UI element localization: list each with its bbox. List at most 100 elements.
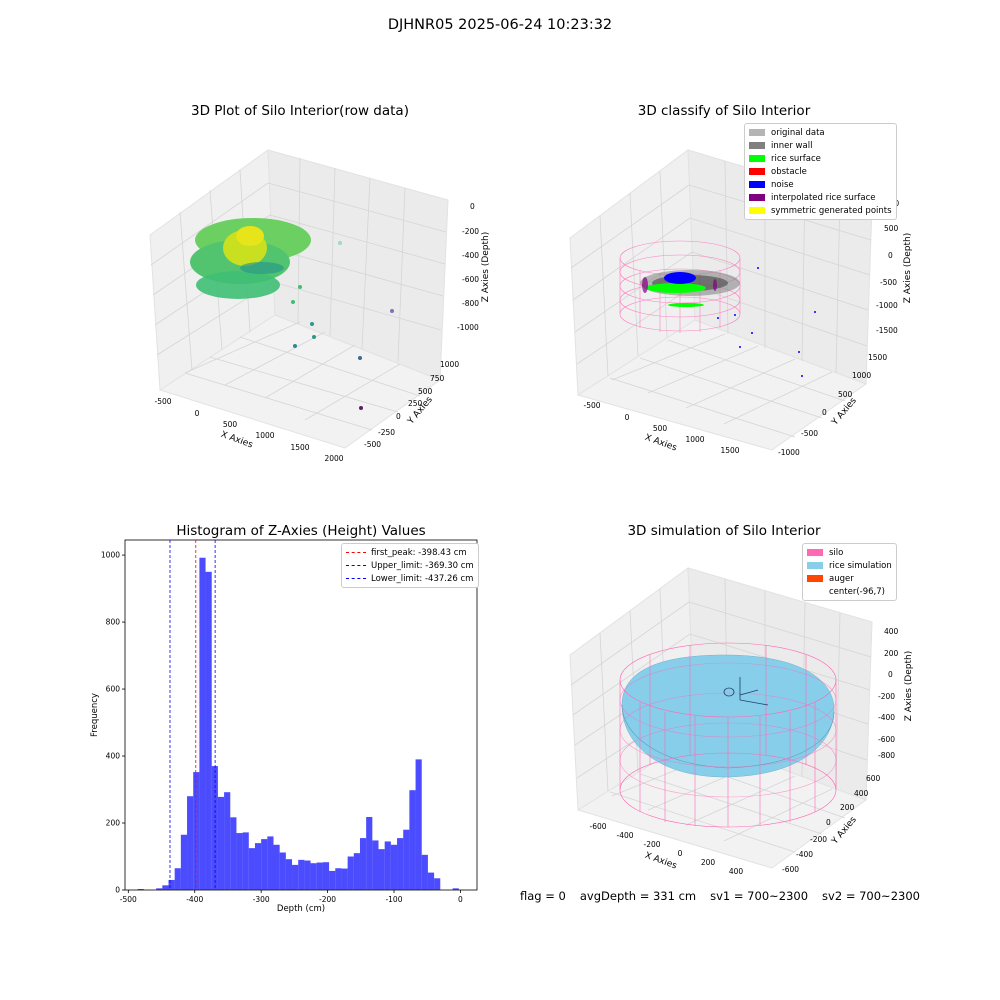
- legend-label: Upper_limit: -369.30 cm: [371, 560, 474, 571]
- hist-bar: [322, 862, 330, 890]
- plot4-xtick: 200: [701, 858, 716, 867]
- hist-bar: [248, 848, 255, 890]
- hist-yticks: 0 200 400 600 800 1000: [101, 551, 125, 895]
- legend-label: original data: [771, 127, 825, 138]
- plot1-xtick: 1500: [290, 443, 309, 452]
- hist-bar: [434, 878, 441, 890]
- plot2-xtick: 1500: [720, 446, 739, 455]
- legend-item: interpolated rice surface: [749, 191, 892, 204]
- plot2-xtick: -500: [583, 401, 600, 410]
- plot4-xtick: 400: [729, 867, 744, 876]
- plot4-auger: [723, 677, 769, 706]
- plot4-ztick: -600: [878, 735, 895, 744]
- legend-label: noise: [771, 179, 794, 190]
- plot2-zlabel: Z Axies (Depth): [903, 233, 913, 304]
- plot4-xtick: -400: [616, 831, 633, 840]
- plot4-xlabel: X Axies: [643, 851, 678, 872]
- plot2-xlabel: X Axies: [643, 433, 678, 454]
- hist-bar: [242, 832, 249, 890]
- hist-bar: [316, 862, 323, 890]
- plot4-ytick: -200: [810, 835, 827, 844]
- hist-xtick-label: -300: [253, 895, 270, 904]
- hist-bar: [292, 864, 299, 890]
- hist-bar: [168, 879, 175, 890]
- plot1-ytick: 250: [408, 399, 423, 408]
- plot4-ztick: -800: [878, 751, 895, 760]
- plot2-legend: original data inner wall rice surface ob…: [744, 123, 897, 220]
- plot4-legend: silo rice simulation auger center(-96,7): [802, 543, 897, 601]
- hist-bar: [217, 796, 225, 890]
- hist-bar: [298, 859, 305, 890]
- legend-item: first_peak: -398.43 cm: [346, 546, 474, 559]
- plot2-classified-points: [640, 270, 740, 307]
- hist-bar: [174, 868, 181, 890]
- legend-swatch: [807, 562, 823, 569]
- plot1-ytick: -250: [378, 428, 395, 437]
- legend-item: Upper_limit: -369.30 cm: [346, 559, 474, 572]
- hist-bar: [279, 852, 286, 890]
- plot2-ytick: -500: [801, 429, 818, 438]
- sv1-text: sv1 = 700~2300: [710, 889, 809, 903]
- hist-xtick-label: -400: [186, 895, 203, 904]
- hist-bar: [224, 792, 231, 890]
- legend-item: symmetric generated points: [749, 204, 892, 217]
- plot4-ytick: -400: [796, 850, 813, 859]
- plot2-title: 3D classify of Silo Interior: [637, 103, 811, 119]
- legend-line: [346, 565, 366, 566]
- plot1-ztick: -1000: [457, 323, 479, 332]
- hist-bar: [162, 885, 169, 890]
- plot1-xtick: 500: [223, 420, 238, 429]
- legend-label: first_peak: -398.43 cm: [371, 547, 467, 558]
- plot1-ztick: -600: [462, 275, 479, 284]
- hist-bar: [230, 817, 237, 890]
- legend-item: inner wall: [749, 139, 892, 152]
- plot1-3d-axes: -500 0 500 1000 1500 2000 -500 -250 0 25…: [149, 149, 491, 463]
- legend-label: symmetric generated points: [771, 205, 892, 216]
- legend-swatch: [749, 155, 765, 162]
- legend-item: Lower_limit: -437.26 cm: [346, 572, 474, 585]
- hist-plot-frame: [124, 539, 478, 891]
- plot4-ztick: 400: [884, 627, 899, 636]
- plot2-xtick: 1000: [685, 435, 704, 444]
- plot2-grid: [570, 160, 872, 438]
- status-footer: flag = 0 avgDepth = 331 cm sv1 = 700~2300 s…: [520, 889, 934, 903]
- plot1-xtick: 0: [195, 409, 200, 418]
- plot2-ztick: -1500: [876, 326, 898, 335]
- plot1-ytick: 0: [396, 412, 401, 421]
- hist-bar: [341, 868, 348, 890]
- plot1-title: 3D Plot of Silo Interior(row data): [191, 103, 409, 119]
- legend-label: inner wall: [771, 140, 813, 151]
- hist-bar: [261, 839, 268, 890]
- sv2-text: sv2 = 700~2300: [822, 889, 920, 903]
- legend-swatch: [749, 129, 765, 136]
- plot1-xlabel: X Axies: [219, 430, 254, 451]
- plot4-pane-floor: [576, 736, 868, 869]
- flag-text: flag = 0: [520, 889, 566, 903]
- hist-bar: [211, 766, 218, 890]
- hist-bar: [403, 829, 410, 890]
- hist-bar: [267, 836, 274, 890]
- hist-bar: [199, 557, 206, 890]
- legend-swatch: [749, 207, 765, 214]
- plot4-ytick: 600: [866, 774, 881, 783]
- legend-swatch: [807, 575, 823, 582]
- plot1-ztick: -200: [462, 227, 479, 236]
- plot4-xtick: -200: [643, 840, 660, 849]
- histogram-chart: -500 -400 -300 -200 -100 0 02004006008001000 …: [90, 539, 478, 914]
- plot1-xtick: -500: [154, 397, 171, 406]
- plot4-xtick: -600: [589, 822, 606, 831]
- plot2-ytick: 0: [822, 408, 827, 417]
- legend-label: silo: [829, 547, 844, 558]
- hist-ytick-label: 1000: [101, 551, 120, 560]
- plot4-title: 3D simulation of Silo Interior: [627, 523, 821, 539]
- plot2-noise-points: [717, 267, 816, 377]
- hist-bar: [427, 872, 435, 890]
- hist-ytick-label: 800: [106, 618, 121, 627]
- plot4-ztick: 0: [888, 670, 893, 679]
- plot4-ztick: 200: [884, 649, 899, 658]
- hist-bar: [372, 840, 379, 890]
- hist-xtick-label: 0: [458, 895, 463, 904]
- legend-label: rice surface: [771, 153, 821, 164]
- plot4-ztick: -400: [878, 713, 895, 722]
- hist-bar: [156, 888, 163, 890]
